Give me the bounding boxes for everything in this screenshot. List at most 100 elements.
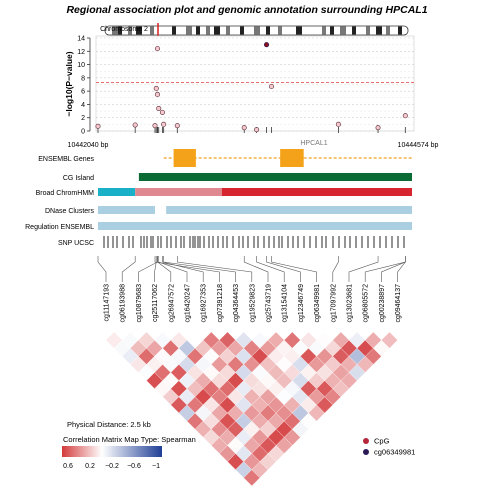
y-tick-label: 2 [81,115,85,122]
cpg-label: cg25117062 [152,284,159,322]
cpg-label: cg26947572 [168,284,175,323]
cpg-point [268,83,275,90]
cpg-point [154,91,161,98]
cpg-connector [266,256,301,282]
cpg-label: cg17097992 [330,284,337,323]
ideogram-band [150,26,154,35]
cpg-label: cg10879683 [136,284,143,323]
legend-marker [363,449,369,455]
cpg-point [254,127,260,133]
color-scale-tick: −0.6 [127,463,141,470]
gene-name-label: HPCAL1 [300,140,327,147]
track-segment [221,188,412,196]
cpg-label: cg13023681 [347,284,354,323]
ideogram-band [352,26,356,35]
matrix-type-label: Correlation Matrix Map Type: Spearman [63,435,196,444]
plot-frame [95,35,415,132]
cpg-connector [163,256,236,282]
color-legend: 0.6 0.2 −0.2 −0.6 −1 [62,446,162,470]
cpg-connector [364,256,406,282]
ideogram-band [366,26,370,35]
cpg-connector [381,256,406,282]
cpg-connector [158,256,188,282]
cpg-point [375,125,381,131]
chromosome-ideogram [104,23,409,38]
cpg-point [402,113,408,119]
ideogram-band [214,26,220,35]
color-scale-tick: −1 [152,463,160,470]
ideogram-band [296,26,302,35]
cpg-label: cg13154104 [282,284,289,323]
cpg-connector [97,256,107,282]
cpg-connector [243,256,269,282]
color-scale-bar [62,446,162,457]
y-tick-label: 4 [81,102,85,109]
track-segment [98,206,156,214]
cpg-connector [121,256,136,282]
ideogram-band [128,26,132,35]
cpg-point [95,123,101,129]
cpg-connector [332,256,339,282]
ideogram-band [254,26,260,35]
color-scale-tick: 0.2 [85,463,95,470]
cpg-connector [162,256,204,282]
cpg-label: cg06805572 [363,284,370,323]
chart-title: Regional association plot and genomic an… [66,4,427,16]
cpg-point [153,85,159,92]
cpg-point [132,122,138,128]
ideogram-band [112,26,118,35]
y-tick-label: 8 [81,75,85,82]
ideogram-band [398,26,402,35]
cpg-label: cg07391218 [217,284,224,323]
cpg-label: cg04364453 [233,284,240,323]
ideogram-band [322,26,326,35]
track-segment [98,188,136,196]
correlation-cell [381,331,398,349]
correlation-heatmap [105,331,398,487]
ideogram-band [206,26,210,35]
gene-exon [173,149,196,167]
cpg-connector [157,256,172,282]
series-legend: CpG cg06349981 [363,437,415,457]
track-label: Broad ChromHMM [36,190,95,197]
y-tick-label: 14 [77,36,85,43]
cpg-label: cg25743719 [266,284,273,323]
ideogram-band [278,26,282,35]
cpg-connectors [97,256,406,282]
cpg-label: cg16927353 [201,284,208,323]
cpg-point [161,121,167,127]
cpg-label: cg09464137 [395,284,402,323]
cpg-connector [154,256,157,282]
track-segment [166,206,412,214]
cpg-point [241,125,247,131]
legend-label: CpG [374,437,390,446]
cpg-label: cg19529823 [249,284,256,323]
y-tick-label: 6 [81,89,85,96]
ideogram-band [386,26,390,35]
y-tick-label: 0 [81,129,85,136]
scatter-panel: 0 2 4 6 8 10 12 14 [77,35,415,136]
cpg-label: cg06193988 [120,284,127,323]
ideogram-band [196,26,200,35]
ideogram-band [376,26,382,35]
highlighted-cpg-point [263,42,270,48]
cpg-point [174,123,180,129]
cpg-point [156,105,162,111]
cpg-connector [271,256,317,282]
track-label: Regulation ENSEMBL [25,224,94,231]
legend-marker [363,438,369,444]
ideogram-band [226,26,230,35]
cpg-connector [348,256,379,282]
cpg-point [159,109,165,115]
ideogram-band [340,26,346,35]
ideogram-band [240,26,244,35]
cpg-labels: cg11147193 cg06193988 cg10879683 cg25117062… [104,284,403,323]
cpg-connector [177,256,253,282]
cpg-label: cg00238897 [379,284,386,323]
color-scale-tick: 0.6 [63,463,73,470]
cpg-label: cg11147193 [104,284,111,322]
cpg-connector [397,256,406,282]
x-start-label: 10442040 bp [68,142,109,149]
